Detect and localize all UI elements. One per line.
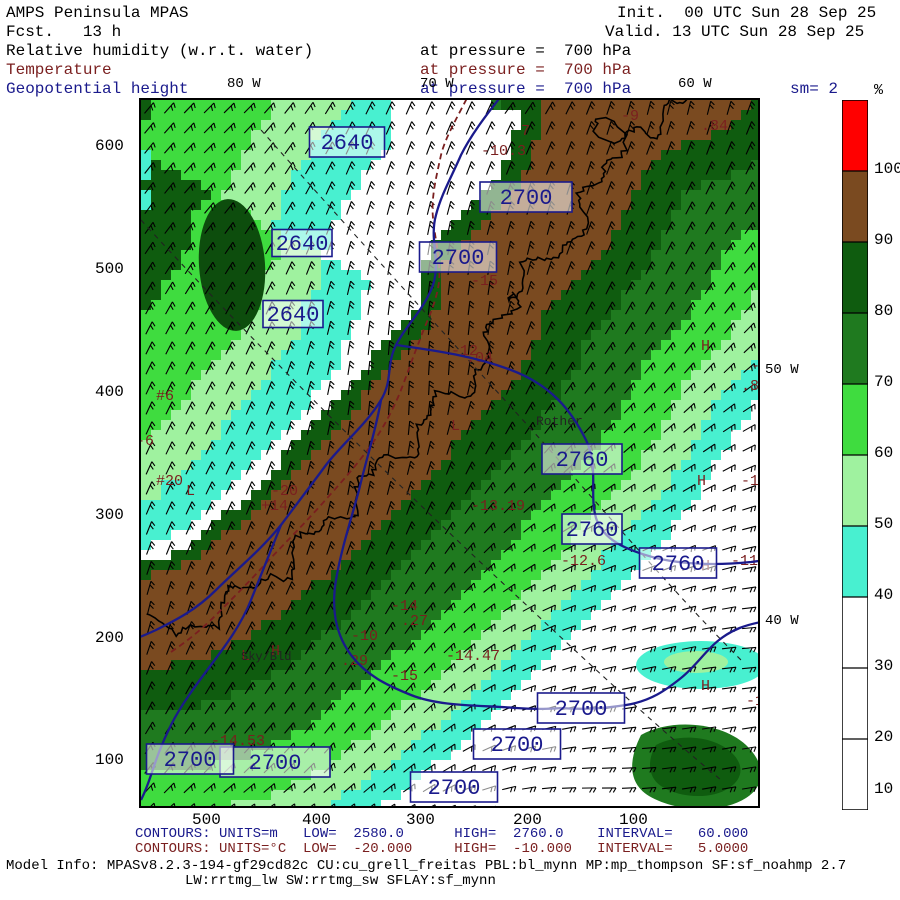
svg-text:2700: 2700 [249, 751, 302, 776]
svg-text:+14: +14 [261, 498, 288, 515]
svg-text:-10.3: -10.3 [481, 143, 526, 160]
svg-text:-15: -15 [471, 273, 498, 290]
svg-text:2640: 2640 [267, 303, 320, 328]
svg-text:#6: #6 [156, 388, 174, 405]
svg-text:.27: .27 [401, 613, 428, 630]
svg-text:2700: 2700 [500, 186, 553, 211]
svg-text:7: 7 [521, 123, 530, 140]
svg-text:-12.6: -12.6 [561, 553, 606, 570]
svg-text:-13.19: -13.19 [471, 498, 525, 515]
svg-text:2760: 2760 [652, 552, 705, 577]
svg-text:L: L [186, 483, 195, 500]
svg-text:-9: -9 [751, 358, 760, 375]
svg-text:2760: 2760 [566, 518, 619, 543]
svg-text:2640: 2640 [321, 131, 374, 156]
svg-text:-9: -9 [621, 108, 639, 125]
svg-text:#20: #20 [156, 473, 183, 490]
svg-text:2640: 2640 [276, 232, 329, 257]
svg-text:2700: 2700 [428, 776, 481, 801]
svg-text:H: H [701, 338, 710, 355]
svg-text:-15: -15 [391, 668, 418, 685]
svg-text:-11.12: -11.12 [741, 473, 760, 490]
svg-text:L: L [451, 418, 460, 435]
svg-text:2700: 2700 [432, 246, 485, 271]
svg-text:.8: .8 [741, 378, 759, 395]
svg-text:-6: -6 [141, 433, 154, 450]
svg-text:2700: 2700 [555, 697, 608, 722]
svg-text:Sky/Bld: Sky/Bld [241, 650, 291, 664]
svg-text:2700: 2700 [164, 748, 217, 773]
svg-text:H: H [697, 473, 706, 490]
svg-text:-14.47: -14.47 [446, 648, 500, 665]
svg-text:2760: 2760 [556, 448, 609, 473]
svg-text:H: H [701, 678, 710, 695]
svg-text:.84: .84 [701, 118, 728, 135]
svg-text:-10.46: -10.46 [746, 693, 760, 710]
svg-text:-10: -10 [351, 628, 378, 645]
svg-text:2700: 2700 [491, 733, 544, 758]
